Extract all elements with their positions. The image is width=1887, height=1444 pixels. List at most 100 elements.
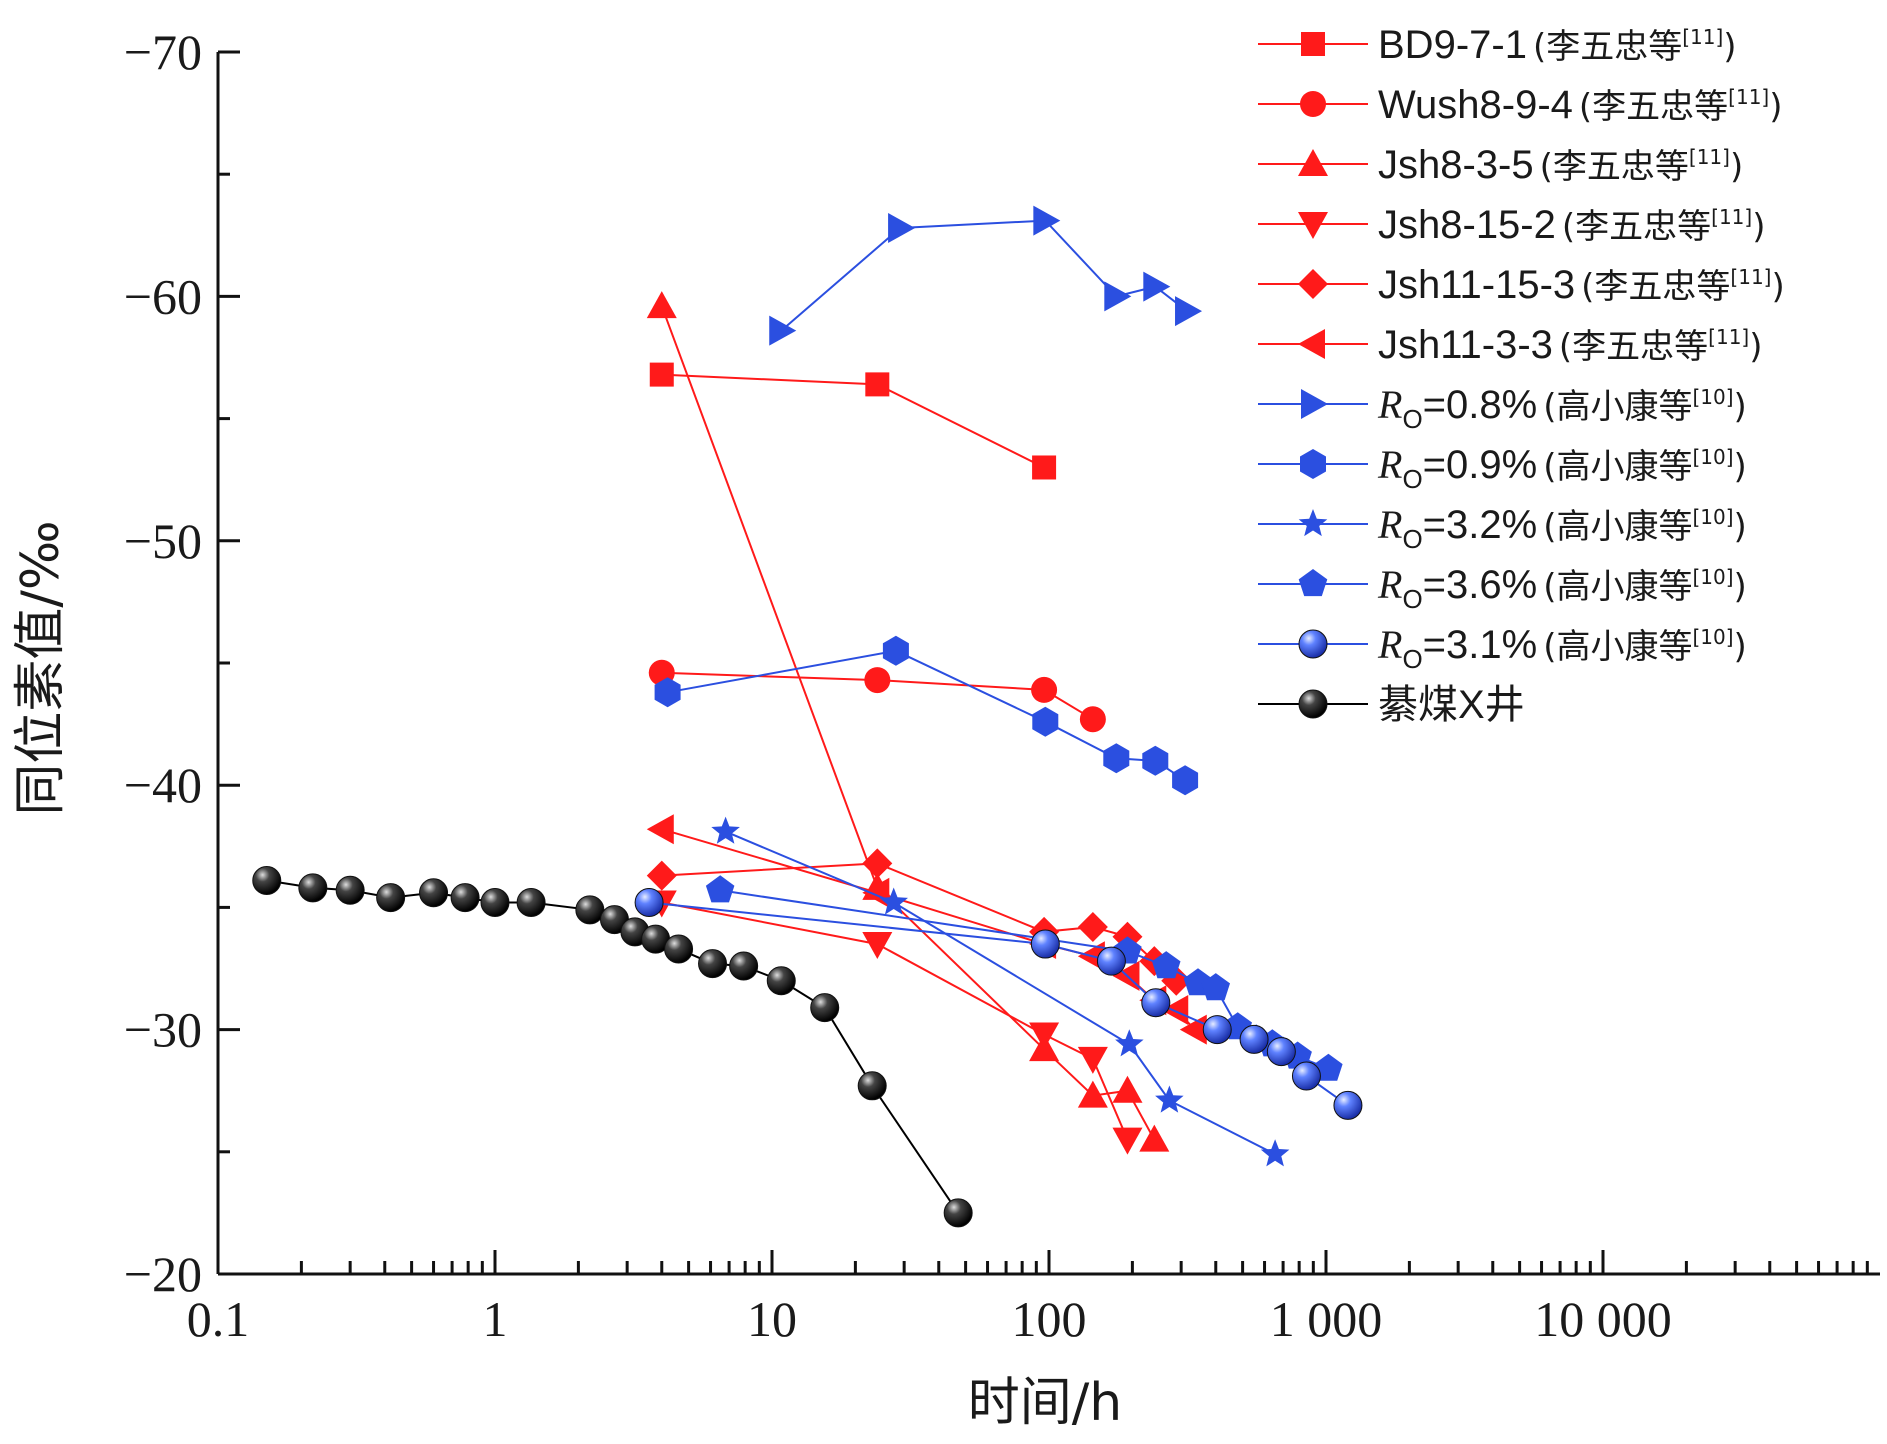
data-point bbox=[1175, 296, 1203, 327]
legend-marker bbox=[1298, 569, 1328, 597]
legend-marker bbox=[1298, 629, 1328, 659]
legend-marker bbox=[1301, 32, 1325, 56]
y-tick-label: −30 bbox=[124, 1002, 202, 1058]
data-point bbox=[810, 993, 840, 1023]
legend-label: RO=0.9% (高小康等[10]) bbox=[1377, 442, 1747, 494]
data-point bbox=[1202, 1015, 1232, 1045]
legend-marker bbox=[1300, 91, 1326, 117]
data-point bbox=[646, 814, 674, 845]
data-point bbox=[1103, 743, 1130, 774]
data-point bbox=[769, 315, 797, 346]
axes: −20 −30 −40 −50 −60 −70 0.1 1 10 100 1 000 10 000 bbox=[124, 24, 1880, 1347]
data-point bbox=[480, 888, 510, 918]
data-point bbox=[1201, 973, 1230, 1001]
data-point bbox=[419, 878, 449, 908]
data-point bbox=[575, 895, 605, 925]
y-tick-label: −60 bbox=[124, 268, 202, 324]
series-line bbox=[661, 828, 1196, 1031]
data-point bbox=[882, 635, 909, 666]
series-line bbox=[780, 219, 1188, 332]
y-tick-label: −20 bbox=[124, 1246, 202, 1302]
legend-entry: RO=3.1% (高小康等[10]) bbox=[1258, 622, 1747, 674]
data-point bbox=[1029, 1022, 1060, 1050]
data-point bbox=[646, 860, 677, 891]
data-point bbox=[1096, 946, 1126, 976]
data-point bbox=[634, 888, 664, 918]
data-point bbox=[1152, 951, 1181, 979]
data-point bbox=[1139, 1124, 1170, 1152]
series-line bbox=[661, 373, 1045, 469]
legend-label: Jsh11-15-3 (李五忠等[11]) bbox=[1378, 263, 1785, 307]
data-point bbox=[711, 816, 740, 844]
legend-entry: RO=0.9% (高小康等[10]) bbox=[1258, 442, 1747, 494]
data-point bbox=[1079, 706, 1106, 733]
data-point bbox=[649, 362, 674, 387]
data-point bbox=[1142, 745, 1169, 776]
x-tick-label: 1 bbox=[483, 1291, 508, 1347]
x-tick-label: 100 bbox=[1012, 1291, 1087, 1347]
legend-label: RO=3.1% (高小康等[10]) bbox=[1377, 622, 1747, 674]
data-point bbox=[1155, 1085, 1184, 1113]
series-line bbox=[661, 671, 1094, 721]
data-point bbox=[1104, 281, 1132, 312]
data-point bbox=[654, 677, 681, 708]
legend-label: Jsh8-3-5 (李五忠等[11]) bbox=[1378, 143, 1743, 187]
series-6 bbox=[769, 205, 1203, 346]
data-point bbox=[1030, 929, 1060, 959]
legend-marker bbox=[1301, 389, 1328, 419]
x-tick-label: 10 bbox=[747, 1291, 797, 1347]
data-point bbox=[376, 883, 406, 913]
series-7 bbox=[654, 635, 1199, 796]
data-point bbox=[1143, 271, 1171, 302]
legend-entry: Jsh8-3-5 (李五忠等[11]) bbox=[1258, 143, 1743, 187]
data-point bbox=[450, 883, 480, 913]
legend-entry: 綦煤X井 bbox=[1258, 683, 1525, 727]
data-point bbox=[857, 1071, 887, 1101]
legend-entry: RO=3.2% (高小康等[10]) bbox=[1258, 502, 1747, 554]
legend-entry: Jsh11-3-3 (李五忠等[11]) bbox=[1258, 323, 1763, 367]
data-point bbox=[1077, 1046, 1108, 1074]
data-point bbox=[864, 667, 891, 694]
series-0 bbox=[649, 362, 1057, 480]
x-tick-label: 1 000 bbox=[1270, 1291, 1383, 1347]
y-axis-title: 同位素值/‰ bbox=[11, 520, 71, 815]
legend-label: RO=3.2% (高小康等[10]) bbox=[1377, 502, 1747, 554]
legend-marker bbox=[1298, 212, 1328, 239]
data-point bbox=[1291, 1061, 1321, 1091]
legend-marker bbox=[1298, 329, 1325, 359]
data-point bbox=[646, 291, 677, 319]
data-point bbox=[1314, 1053, 1343, 1081]
data-point bbox=[1115, 1029, 1144, 1057]
data-point bbox=[252, 866, 282, 896]
data-point bbox=[865, 372, 890, 397]
legend-entry: BD9-7-1 (李五忠等[11]) bbox=[1258, 23, 1737, 67]
legend-label: Wush8-9-4 (李五忠等[11]) bbox=[1378, 83, 1783, 127]
data-point bbox=[664, 934, 694, 964]
data-point bbox=[516, 888, 546, 918]
legend-marker bbox=[1298, 149, 1328, 176]
series-layer bbox=[252, 205, 1363, 1228]
x-tick-label: 0.1 bbox=[187, 1291, 250, 1347]
y-tick-label: −40 bbox=[124, 757, 202, 813]
legend-entry: RO=3.6% (高小康等[10]) bbox=[1258, 562, 1747, 614]
y-tick-label: −70 bbox=[124, 24, 202, 80]
data-point bbox=[888, 212, 916, 243]
legend-entry: RO=0.8% (高小康等[10]) bbox=[1258, 382, 1747, 434]
data-point bbox=[1260, 1139, 1290, 1167]
data-point bbox=[1032, 455, 1057, 480]
legend-marker bbox=[1298, 269, 1328, 299]
data-point bbox=[1333, 1090, 1363, 1120]
data-point bbox=[335, 875, 365, 905]
legend-label: RO=3.6% (高小康等[10]) bbox=[1377, 562, 1747, 614]
data-point bbox=[298, 873, 328, 903]
legend-entry: Jsh11-15-3 (李五忠等[11]) bbox=[1258, 263, 1785, 307]
legend-entry: Jsh8-15-2 (李五忠等[11]) bbox=[1258, 203, 1765, 247]
data-point bbox=[862, 932, 893, 960]
legend-label: 綦煤X井 bbox=[1378, 683, 1525, 727]
data-point bbox=[862, 848, 893, 879]
legend-label: Jsh8-15-2 (李五忠等[11]) bbox=[1378, 203, 1765, 247]
legend-label: RO=0.8% (高小康等[10]) bbox=[1377, 382, 1747, 434]
series-10 bbox=[634, 888, 1363, 1120]
data-point bbox=[705, 875, 735, 903]
